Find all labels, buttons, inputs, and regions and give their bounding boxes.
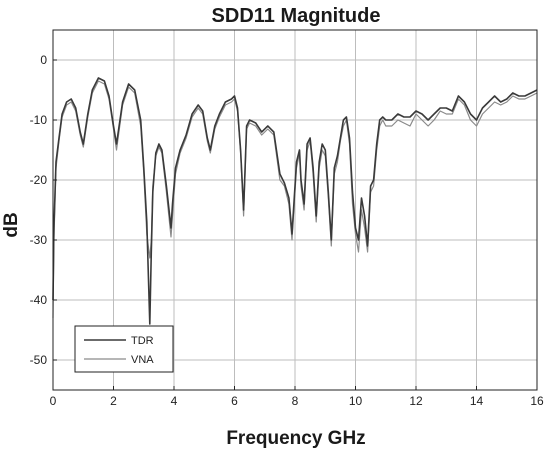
x-axis-label: Frequency GHz — [226, 428, 365, 449]
x-tick-label: 0 — [50, 394, 57, 408]
x-tick-label: 10 — [349, 394, 363, 408]
legend-box — [74, 325, 174, 373]
y-axis-label: dB — [1, 212, 22, 237]
legend: TDR VNA — [74, 325, 174, 373]
chart-title: SDD11 Magnitude — [212, 5, 381, 27]
y-tick-label: -20 — [30, 173, 48, 187]
y-tick-label: -30 — [30, 233, 48, 247]
y-tick-labels: 0 -10 -20 -30 -40 -50 — [30, 53, 57, 367]
legend-label-tdr: TDR — [131, 335, 154, 347]
x-tick-labels: 0 2 4 6 8 10 12 14 16 — [50, 386, 544, 408]
x-tick-label: 2 — [110, 394, 117, 408]
x-tick-label: 16 — [530, 394, 544, 408]
series-layer — [52, 77, 538, 325]
x-gridlines — [113, 30, 477, 390]
x-tick-label: 6 — [231, 394, 238, 408]
x-tick-label: 14 — [470, 394, 484, 408]
x-tick-label: 8 — [292, 394, 299, 408]
y-tick-label: -10 — [30, 113, 48, 127]
y-tick-label: -50 — [30, 353, 48, 367]
x-tick-label: 4 — [171, 394, 178, 408]
series-line-tdr — [52, 77, 538, 325]
legend-label-vna: VNA — [131, 354, 154, 366]
x-tick-label: 12 — [409, 394, 423, 408]
y-tick-label: -40 — [30, 293, 48, 307]
y-tick-label: 0 — [40, 53, 47, 67]
